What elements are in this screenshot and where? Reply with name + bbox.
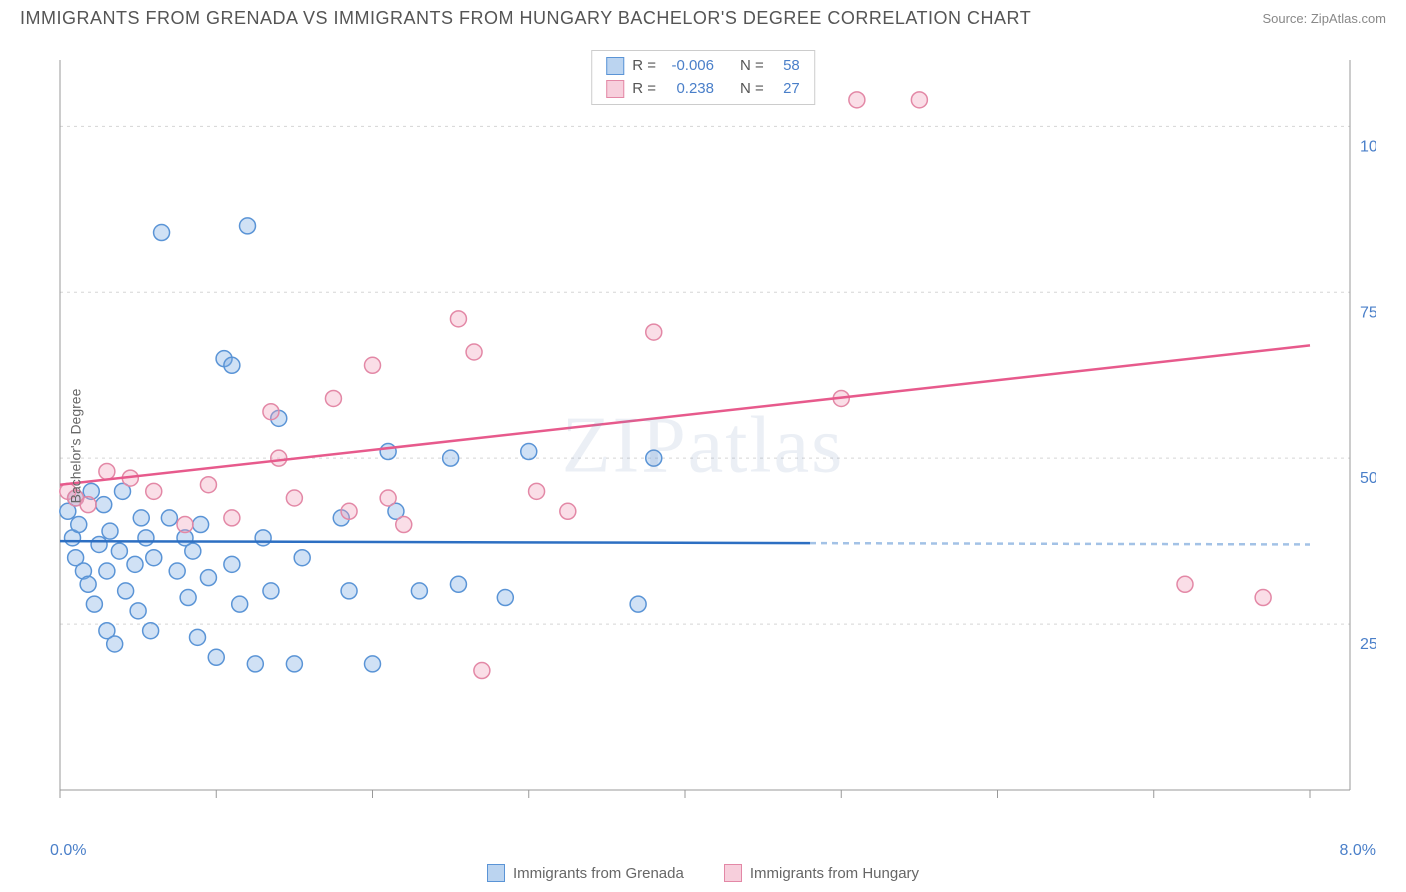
n-label: N =	[740, 55, 764, 78]
legend-row-hungary: R = 0.238 N = 27	[606, 78, 800, 101]
svg-text:75.0%: 75.0%	[1360, 304, 1376, 321]
legend-label-grenada: Immigrants from Grenada	[513, 865, 684, 882]
swatch-hungary-icon	[724, 864, 742, 882]
chart-title: IMMIGRANTS FROM GRENADA VS IMMIGRANTS FR…	[20, 8, 1031, 29]
swatch-grenada-icon	[487, 864, 505, 882]
r-value-hungary: 0.238	[664, 78, 714, 101]
svg-text:100.0%: 100.0%	[1360, 138, 1376, 155]
r-label: R =	[632, 55, 656, 78]
n-value-hungary: 27	[772, 78, 800, 101]
legend-item-hungary: Immigrants from Hungary	[724, 864, 919, 882]
series-legend: Immigrants from Grenada Immigrants from …	[0, 864, 1406, 882]
correlation-legend-box: R = -0.006 N = 58 R = 0.238 N = 27	[591, 50, 815, 105]
legend-item-grenada: Immigrants from Grenada	[487, 864, 684, 882]
y-axis-label: Bachelor's Degree	[67, 389, 83, 504]
legend-row-grenada: R = -0.006 N = 58	[606, 55, 800, 78]
legend-label-hungary: Immigrants from Hungary	[750, 865, 919, 882]
x-min-label: 0.0%	[50, 842, 86, 860]
source-attribution: Source: ZipAtlas.com	[1262, 11, 1386, 26]
chart-plot-area: 25.0% 50.0% 75.0% 100.0%	[50, 50, 1376, 822]
svg-text:25.0%: 25.0%	[1360, 636, 1376, 653]
svg-text:50.0%: 50.0%	[1360, 470, 1376, 487]
x-max-label: 8.0%	[1340, 842, 1376, 860]
n-value-grenada: 58	[772, 55, 800, 78]
swatch-grenada	[606, 57, 624, 75]
r-label: R =	[632, 78, 656, 101]
swatch-hungary	[606, 80, 624, 98]
n-label: N =	[740, 78, 764, 101]
x-axis-end-labels: 0.0% 8.0%	[50, 842, 1376, 860]
scatter-chart-svg: 25.0% 50.0% 75.0% 100.0%	[50, 50, 1376, 822]
r-value-grenada: -0.006	[664, 55, 714, 78]
